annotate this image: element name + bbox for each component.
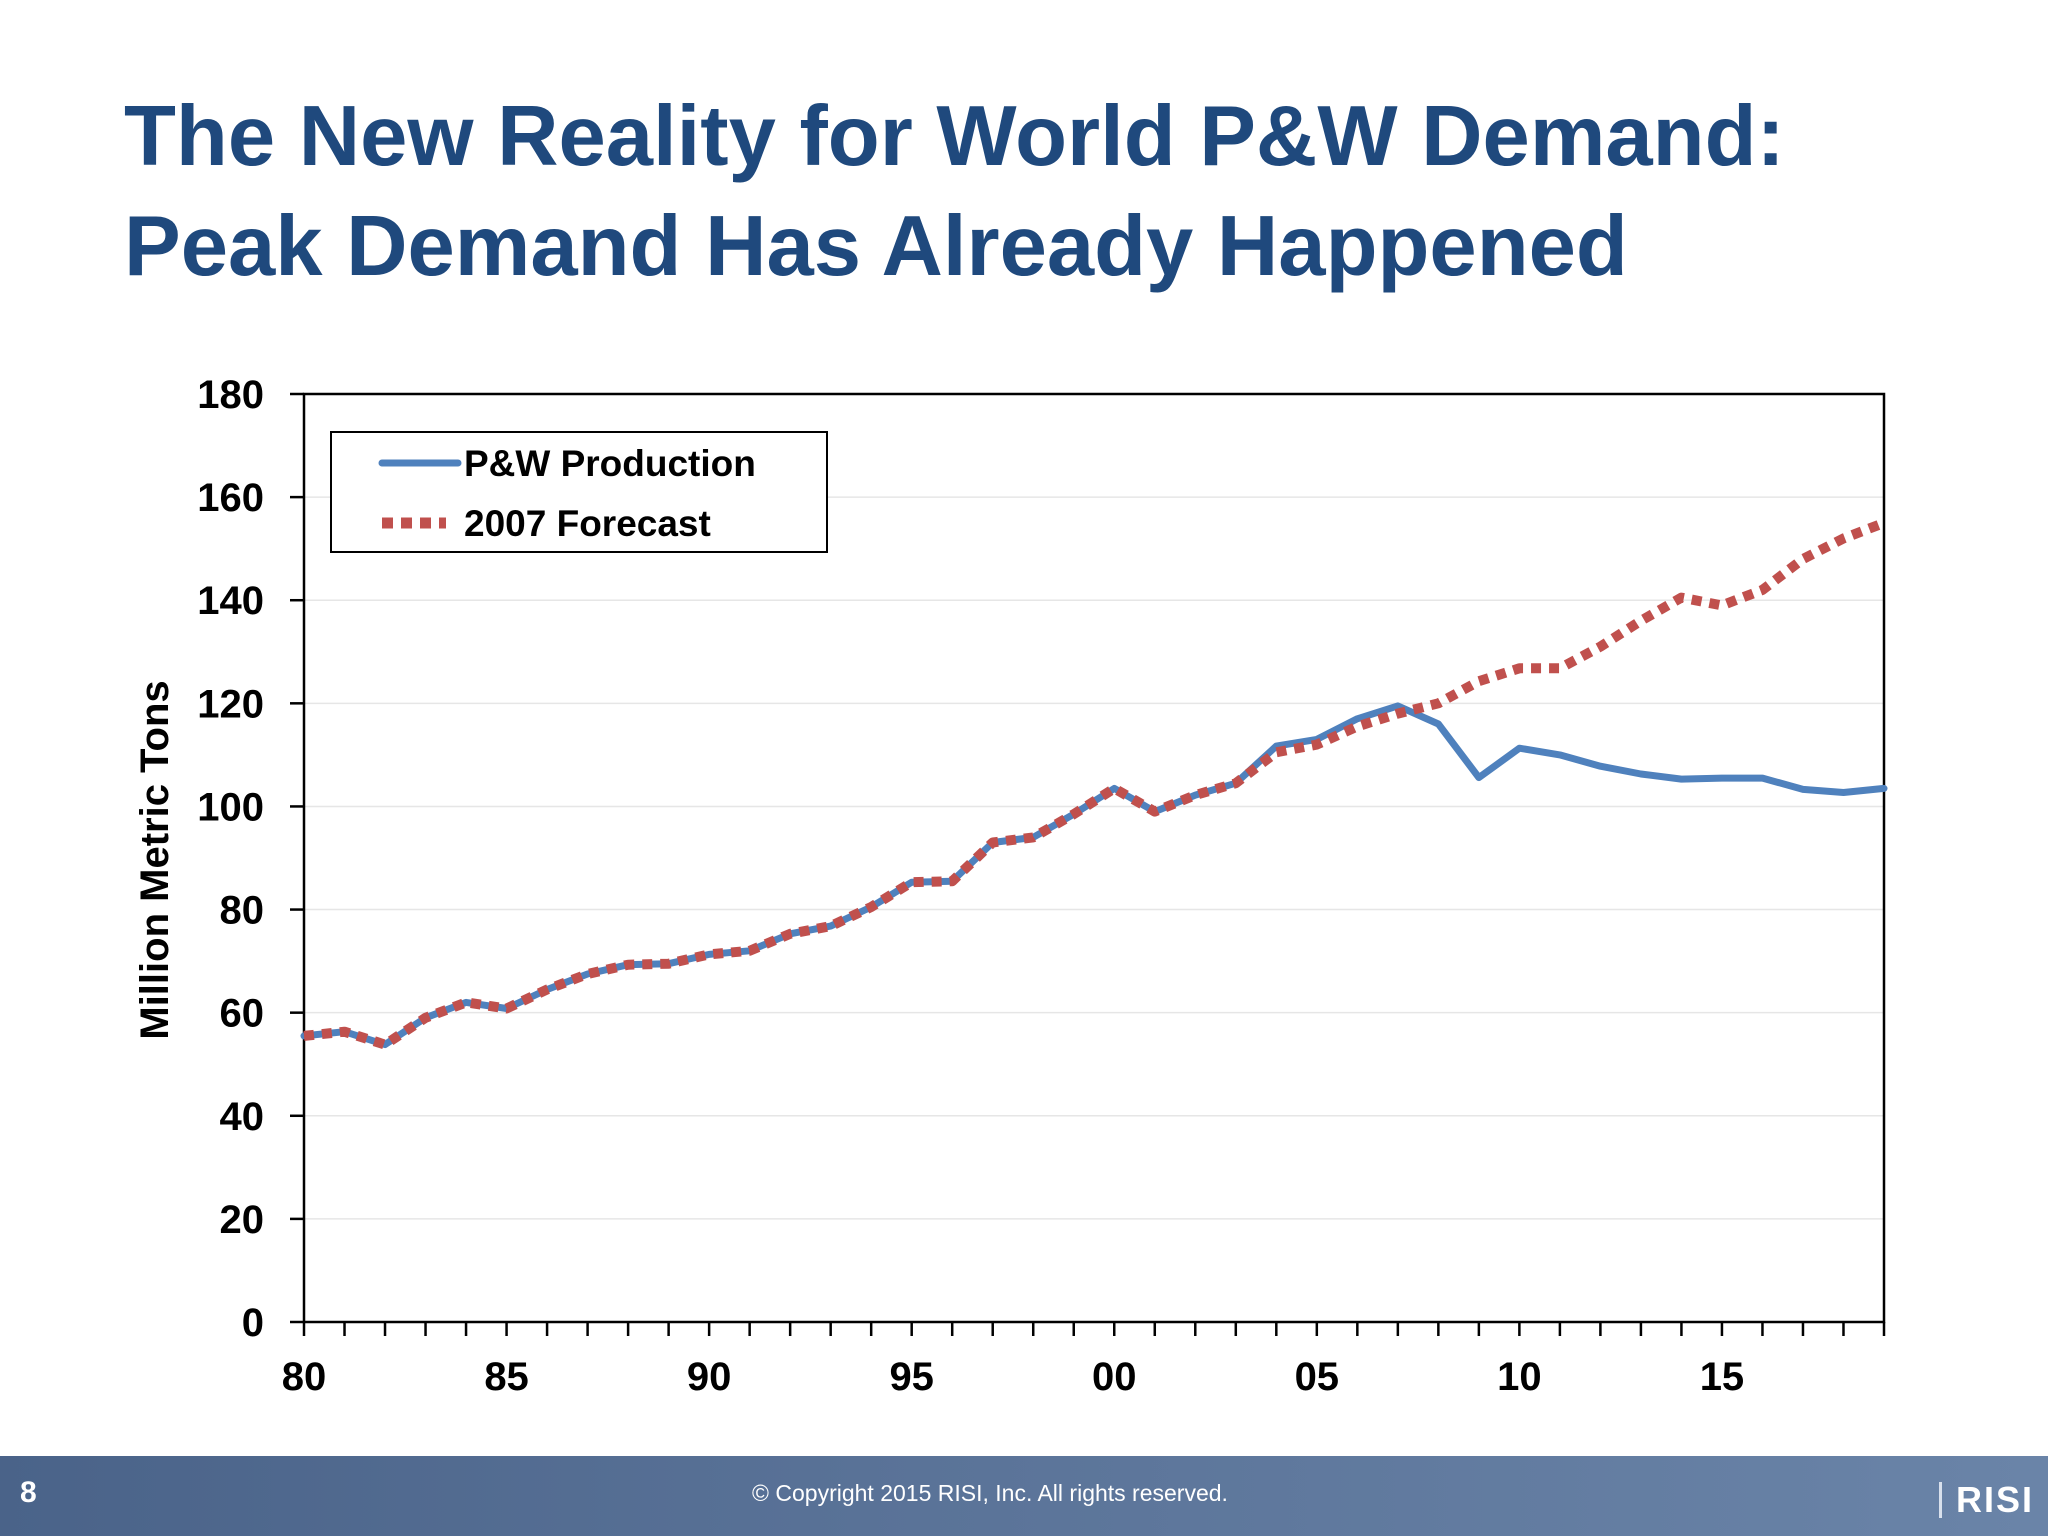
y-tick-label-100: 100 — [197, 785, 264, 829]
x-tick-label-05: 05 — [1295, 1355, 1340, 1399]
y-tick-label-140: 140 — [197, 579, 264, 623]
legend: P&W Production 2007 Forecast — [330, 431, 828, 553]
risi-logo: RISI — [1938, 1472, 2034, 1522]
page-number: 8 — [20, 1476, 37, 1509]
y-tick-label-60: 60 — [220, 992, 265, 1036]
x-tick-label-10: 10 — [1497, 1355, 1542, 1399]
logo-divider — [1938, 1482, 1942, 1518]
y-tick-label-160: 160 — [197, 476, 264, 520]
x-tick-label-85: 85 — [484, 1355, 529, 1399]
logo-text: RISI — [1955, 1479, 2034, 1520]
x-tick-label-90: 90 — [687, 1355, 732, 1399]
y-tick-label-120: 120 — [197, 682, 264, 726]
slide-title-line-2: Peak Demand Has Already Happened — [124, 199, 1628, 294]
x-tick-label-95: 95 — [889, 1355, 934, 1399]
y-tick-label-20: 20 — [220, 1198, 265, 1242]
y-tick-label-0: 0 — [242, 1301, 264, 1345]
slide-title-line-1: The New Reality for World P&W Demand: — [124, 89, 1785, 184]
legend-box — [330, 431, 828, 553]
series-line-2007-forecast — [303, 518, 1886, 1050]
footer-bar: 8 © Copyright 2015 RISI, Inc. All rights… — [0, 1456, 2048, 1536]
y-tick-label-40: 40 — [220, 1095, 265, 1139]
x-tick-label-80: 80 — [282, 1355, 327, 1399]
y-tick-label-180: 180 — [197, 373, 264, 417]
x-tick-label-00: 00 — [1092, 1355, 1137, 1399]
slide-title: The New Reality for World P&W Demand: Pe… — [124, 82, 1984, 302]
legend-label-production: P&W Production — [464, 443, 756, 484]
plot-frame — [302, 392, 1886, 1324]
x-tick-label-15: 15 — [1700, 1355, 1745, 1399]
legend-label-forecast: 2007 Forecast — [464, 503, 711, 544]
y-tick-label-80: 80 — [220, 889, 265, 933]
y-axis-title: Million Metric Tons — [133, 680, 177, 1039]
copyright-notice: © Copyright 2015 RISI, Inc. All rights r… — [752, 1480, 1228, 1506]
